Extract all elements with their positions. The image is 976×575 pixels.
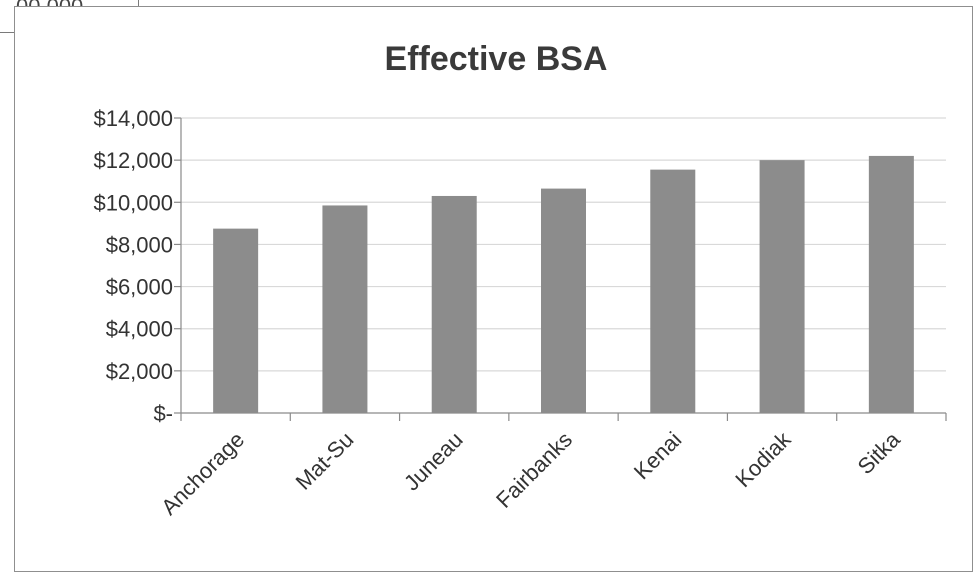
bar-kodiak [759, 160, 805, 413]
bar-kenai [650, 169, 696, 413]
y-tick-label: $6,000 [106, 275, 173, 300]
x-tick-label: Fairbanks [491, 427, 577, 513]
x-tick-label: Mat-Su [291, 427, 359, 495]
y-tick-label: $10,000 [93, 190, 173, 215]
bar-juneau [431, 195, 477, 413]
bars [213, 155, 914, 413]
x-tick-labels: Anchorage Mat-Su Juneau Fairbanks Kenai Kodia… [156, 426, 905, 520]
bar-mat-su [322, 205, 368, 413]
y-tick-label: $14,000 [93, 106, 173, 131]
bar-fairbanks [541, 188, 586, 413]
y-tick-label: $4,000 [106, 317, 173, 342]
x-tick-label: Anchorage [156, 427, 249, 520]
y-tick-label: $2,000 [106, 359, 173, 384]
x-tick-label: Sitka [853, 426, 906, 479]
x-tick-label: Kodiak [730, 426, 796, 492]
y-tick-labels: $- $2,000 $4,000 $6,000 $8,000 $10,000 $12,000… [93, 106, 173, 426]
x-tick-label: Kenai [629, 427, 686, 484]
bar-sitka [868, 155, 914, 413]
chart-title: Effective BSA [385, 40, 608, 78]
chart-frame [14, 6, 973, 572]
y-tick-label: $- [153, 401, 173, 426]
x-tick-label: Juneau [399, 427, 468, 496]
y-tick-label: $8,000 [106, 232, 173, 257]
bar-anchorage [213, 228, 259, 413]
y-tick-label: $12,000 [93, 148, 173, 173]
